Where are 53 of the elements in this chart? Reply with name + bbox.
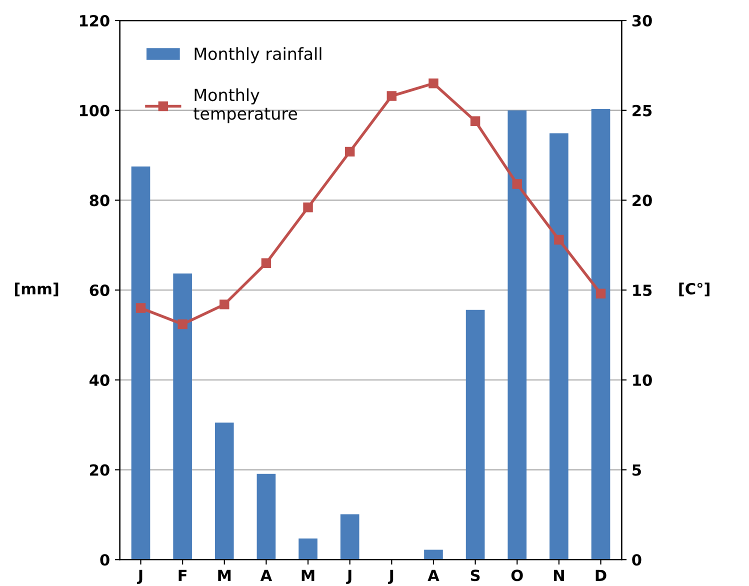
y2-tick-label: 30 xyxy=(632,14,652,27)
y2-tick-label: 5 xyxy=(632,464,641,476)
bar xyxy=(466,310,485,560)
bar xyxy=(131,166,150,560)
y2-tick-label: 10 xyxy=(633,374,652,386)
bar xyxy=(214,422,234,560)
legend-label: Monthly temperature xyxy=(194,88,298,124)
bar xyxy=(591,109,610,560)
x-tick-label: M xyxy=(302,570,314,581)
y-tick-label: 40 xyxy=(90,374,110,386)
x-tick-label: J xyxy=(346,570,352,584)
bar xyxy=(550,133,568,560)
x-tick-label: J xyxy=(137,570,142,584)
y-tick-label: 100 xyxy=(80,104,110,116)
point xyxy=(470,116,480,126)
point xyxy=(554,234,564,245)
y2-tick-label: 0 xyxy=(632,554,642,566)
y2-tick-label: 25 xyxy=(632,104,652,116)
y-axis-title: [mm] xyxy=(14,282,58,296)
point xyxy=(303,202,313,212)
bar xyxy=(424,550,443,560)
point xyxy=(178,319,188,330)
bar xyxy=(256,474,276,560)
x-tick-label: D xyxy=(596,570,606,581)
point xyxy=(428,78,438,88)
y-tick-label: 80 xyxy=(90,194,110,206)
x-tick-label: M xyxy=(218,570,231,581)
y2-axis-title: [C°] xyxy=(679,282,710,296)
y-tick-label: 0 xyxy=(100,554,110,566)
y-tick-label: 120 xyxy=(80,14,110,27)
y2-tick-label: 15 xyxy=(633,284,652,296)
x-tick-label: A xyxy=(428,570,440,581)
point xyxy=(261,258,272,268)
legend-label: Monthly rainfall xyxy=(194,47,322,64)
point xyxy=(386,91,397,101)
bar xyxy=(173,273,192,560)
point xyxy=(344,146,355,157)
x-tick-label: S xyxy=(470,570,480,582)
bar xyxy=(298,538,318,560)
point xyxy=(512,179,522,189)
x-tick-label: F xyxy=(178,570,187,581)
y-tick-label: 20 xyxy=(90,464,110,476)
x-tick-label: A xyxy=(260,570,272,581)
point xyxy=(220,300,230,310)
bar xyxy=(340,514,360,560)
bar xyxy=(508,110,527,560)
x-tick-label: J xyxy=(388,570,394,584)
x-tick-label: O xyxy=(511,570,523,582)
x-tick-label: N xyxy=(554,570,564,581)
y2-tick-label: 20 xyxy=(632,194,652,206)
point xyxy=(596,288,606,299)
y-tick-label: 60 xyxy=(90,284,110,296)
point xyxy=(136,303,146,313)
